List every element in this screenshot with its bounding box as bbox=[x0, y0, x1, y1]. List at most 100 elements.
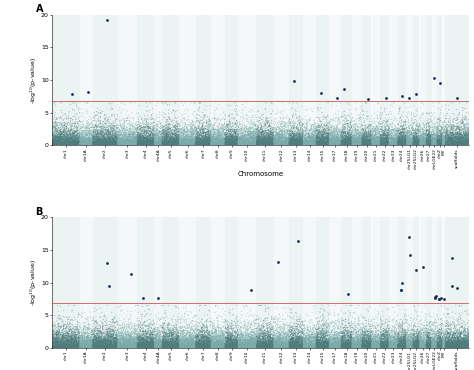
Point bbox=[142, 137, 149, 143]
Point bbox=[137, 139, 144, 145]
Point bbox=[201, 345, 208, 351]
Point bbox=[107, 334, 114, 340]
Point bbox=[68, 341, 75, 347]
Point bbox=[368, 139, 376, 145]
Point bbox=[107, 341, 115, 347]
Point bbox=[178, 132, 185, 138]
Point bbox=[245, 137, 252, 143]
Point bbox=[445, 338, 452, 344]
Point bbox=[376, 339, 383, 344]
Point bbox=[451, 322, 458, 327]
Point bbox=[444, 342, 452, 348]
Point bbox=[284, 340, 292, 346]
Point bbox=[184, 339, 191, 345]
Point bbox=[302, 341, 310, 347]
Point bbox=[337, 137, 344, 142]
Point bbox=[269, 130, 276, 136]
Point bbox=[102, 142, 109, 148]
Point bbox=[334, 337, 341, 343]
Point bbox=[382, 345, 389, 351]
Point bbox=[206, 142, 214, 148]
Point bbox=[177, 127, 185, 133]
Point bbox=[130, 337, 137, 343]
Point bbox=[140, 139, 147, 145]
Point bbox=[376, 341, 383, 347]
Point bbox=[126, 343, 133, 349]
Point bbox=[165, 341, 173, 347]
Point bbox=[380, 331, 388, 337]
Point bbox=[304, 138, 311, 144]
Point bbox=[155, 327, 162, 333]
Point bbox=[428, 137, 436, 143]
Point bbox=[117, 344, 124, 350]
Point bbox=[57, 343, 65, 349]
Point bbox=[73, 340, 81, 346]
Point bbox=[356, 344, 364, 350]
Point bbox=[97, 341, 104, 347]
Point bbox=[422, 312, 430, 317]
Point bbox=[252, 135, 260, 141]
Point bbox=[200, 135, 207, 141]
Point bbox=[338, 342, 346, 348]
Point bbox=[148, 333, 156, 339]
Point bbox=[131, 131, 138, 137]
Point bbox=[231, 139, 239, 145]
Point bbox=[153, 344, 161, 350]
Point bbox=[146, 337, 153, 343]
Point bbox=[384, 332, 392, 337]
Point bbox=[211, 343, 219, 349]
Point bbox=[372, 342, 379, 347]
Point bbox=[187, 344, 194, 350]
Point bbox=[230, 344, 238, 350]
Point bbox=[91, 305, 99, 311]
Point bbox=[245, 319, 253, 325]
Point bbox=[197, 130, 205, 136]
Point bbox=[55, 135, 63, 141]
Point bbox=[256, 339, 264, 345]
Point bbox=[451, 337, 459, 343]
Point bbox=[141, 141, 149, 147]
Point bbox=[444, 344, 451, 350]
Point bbox=[463, 340, 471, 346]
Point bbox=[120, 339, 128, 345]
Point bbox=[416, 335, 424, 341]
Point bbox=[52, 340, 60, 346]
Point bbox=[164, 323, 172, 329]
Point bbox=[265, 140, 273, 146]
Point bbox=[250, 122, 257, 128]
Point bbox=[126, 334, 133, 340]
Point bbox=[465, 141, 473, 147]
Point bbox=[415, 343, 423, 349]
Point bbox=[115, 136, 122, 142]
Bar bbox=[303, 15, 316, 145]
Point bbox=[435, 341, 443, 347]
Point bbox=[66, 140, 73, 146]
Point bbox=[166, 342, 173, 347]
Point bbox=[328, 141, 336, 147]
Point bbox=[389, 136, 397, 142]
Point bbox=[398, 138, 405, 144]
Point bbox=[178, 342, 186, 348]
Point bbox=[294, 333, 302, 339]
Point bbox=[227, 137, 235, 143]
Point bbox=[389, 137, 397, 143]
Point bbox=[228, 142, 236, 148]
Point bbox=[431, 134, 439, 140]
Point bbox=[142, 344, 149, 350]
Point bbox=[262, 138, 269, 144]
Point bbox=[261, 340, 268, 346]
Point bbox=[213, 343, 221, 349]
Point bbox=[283, 137, 291, 143]
Point bbox=[401, 334, 408, 340]
Point bbox=[315, 334, 323, 340]
Point bbox=[258, 142, 265, 148]
Point bbox=[363, 325, 371, 331]
Point bbox=[133, 142, 140, 148]
Point bbox=[161, 343, 169, 349]
Point bbox=[354, 344, 362, 350]
Point bbox=[350, 345, 357, 351]
Point bbox=[416, 330, 423, 336]
Point bbox=[214, 134, 221, 140]
Point bbox=[141, 336, 149, 342]
Point bbox=[376, 344, 384, 350]
